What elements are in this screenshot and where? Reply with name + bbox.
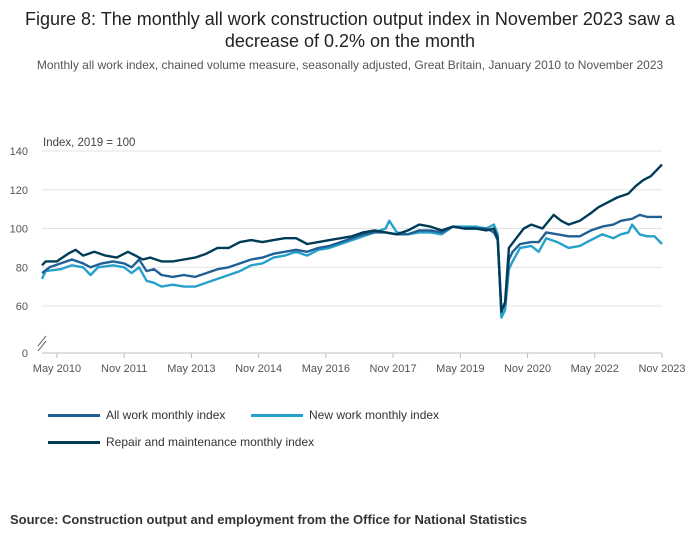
y-tick-label: 0 <box>22 348 28 360</box>
x-tick-label: May 2022 <box>571 363 619 375</box>
series-line-new-work-monthly-index <box>40 219 663 319</box>
y-tick-label: 60 <box>16 301 28 313</box>
axis-break-mark <box>37 340 47 352</box>
legend-swatch-new-work <box>251 413 303 417</box>
series-lines <box>40 163 663 319</box>
legend-label-repair: Repair and maintenance monthly index <box>106 435 315 449</box>
x-tick-label: Nov 2023 <box>638 363 685 375</box>
axis-break-mark <box>37 335 47 347</box>
x-tick-label: Nov 2020 <box>504 363 551 375</box>
legend-swatch-all-work <box>48 413 100 417</box>
legend-item-repair[interactable]: Repair and maintenance monthly index <box>48 433 314 451</box>
x-tick-label: Nov 2011 <box>101 363 147 375</box>
y-tick-label: 100 <box>10 224 28 236</box>
y-axis-label: Index, 2019 = 100 <box>43 137 135 149</box>
x-tick-label: May 2016 <box>302 363 350 375</box>
x-tick-label: May 2019 <box>436 363 484 375</box>
source-note: Source: Construction output and employme… <box>10 512 528 527</box>
y-tick-label: 80 <box>16 262 28 274</box>
series-line-repair-and-maintenance-monthly-index <box>41 163 663 313</box>
y-tick-label: 120 <box>10 185 28 197</box>
legend-label-all-work: All work monthly index <box>106 408 226 422</box>
x-tick-label: Nov 2014 <box>235 363 282 375</box>
legend-item-new-work[interactable]: New work monthly index <box>251 406 439 424</box>
x-tick-label: May 2010 <box>33 363 81 375</box>
legend-item-all-work[interactable]: All work monthly index <box>48 406 225 424</box>
y-tick-label: 140 <box>10 146 28 158</box>
legend-label-new-work: New work monthly index <box>309 408 440 422</box>
x-tick-label: Nov 2017 <box>370 363 417 375</box>
x-tick-label: May 2013 <box>167 363 215 375</box>
chart-subtitle: Monthly all work index, chained volume m… <box>36 58 664 72</box>
axes: 0 60 80 100 120 140 May 2010 Nov 2011 May 2013 No… <box>10 146 686 375</box>
series-line-all-work-monthly-index <box>41 213 662 312</box>
line-chart: 0 60 80 100 120 140 May 2010 Nov 2011 May 2013 No… <box>10 137 686 375</box>
gridlines <box>42 150 662 307</box>
legend-swatch-repair <box>48 440 100 444</box>
chart-title: Figure 8: The monthly all work construct… <box>24 9 675 51</box>
